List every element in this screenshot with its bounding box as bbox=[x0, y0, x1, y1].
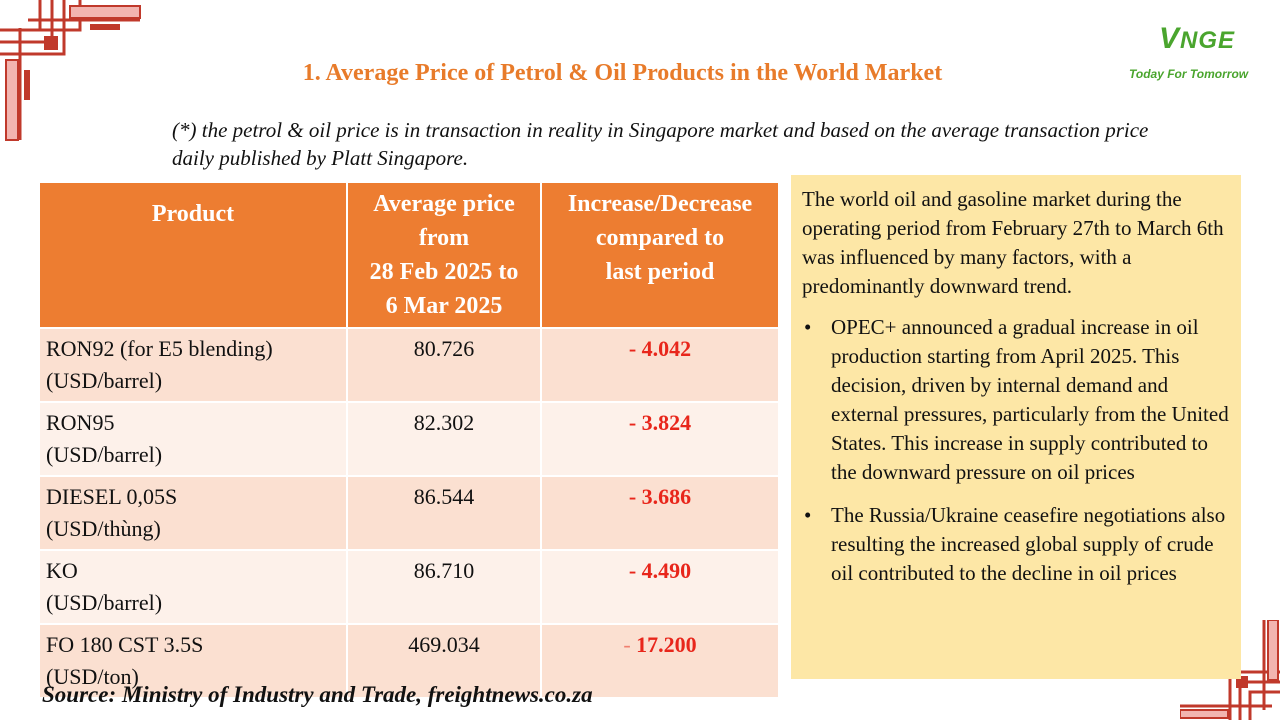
list-item: • OPEC+ announced a gradual increase in … bbox=[804, 315, 1229, 484]
market-commentary-panel: The world oil and gasoline market during… bbox=[791, 175, 1241, 679]
corner-ornament-top-left bbox=[0, 0, 141, 141]
product-cell: RON95 (USD/barrel) bbox=[40, 401, 348, 476]
table-row: FO 180 CST 3.5S (USD/ton) 469.034 - 17.20… bbox=[40, 623, 778, 697]
logo-tagline: Today For Tomorrow bbox=[1129, 67, 1249, 81]
average-price-cell: 80.726 bbox=[347, 327, 542, 402]
change-cell: - 3.824 bbox=[541, 401, 778, 476]
product-cell: FO 180 CST 3.5S (USD/ton) bbox=[40, 623, 348, 697]
average-price-cell: 469.034 bbox=[347, 623, 542, 697]
change-cell: - 4.042 bbox=[541, 327, 778, 402]
average-price-cell: 82.302 bbox=[347, 401, 542, 476]
header-change: Increase/Decrease compared to last perio… bbox=[541, 183, 778, 328]
panel-intro: The world oil and gasoline market during… bbox=[802, 187, 1224, 298]
table-header-row: Product Average price from 28 Feb 2025 t… bbox=[40, 183, 778, 328]
average-price-cell: 86.544 bbox=[347, 475, 542, 550]
product-cell: KO (USD/barrel) bbox=[40, 549, 348, 624]
table-row: RON95 (USD/barrel) 82.302 - 3.824 bbox=[40, 401, 778, 476]
logo-mark: VNGE bbox=[1159, 22, 1236, 55]
bullet-icon: • bbox=[804, 315, 812, 339]
product-cell: RON92 (for E5 blending) (USD/barrel) bbox=[40, 327, 348, 402]
header-average-price: Average price from 28 Feb 2025 to 6 Mar … bbox=[347, 183, 542, 328]
price-note: (*) the petrol & oil price is in transac… bbox=[172, 118, 1149, 170]
bullet-icon: • bbox=[804, 503, 812, 527]
change-cell: - 17.200 bbox=[541, 623, 778, 697]
price-table: Product Average price from 28 Feb 2025 t… bbox=[40, 183, 778, 697]
table-row: KO (USD/barrel) 86.710 - 4.490 bbox=[40, 549, 778, 624]
average-price-cell: 86.710 bbox=[347, 549, 542, 624]
source-note: Source: Ministry of Industry and Trade, … bbox=[42, 682, 593, 707]
vnge-logo: VNGE Today For Tomorrow bbox=[1125, 22, 1265, 86]
table-row: RON92 (for E5 blending) (USD/barrel) 80.7… bbox=[40, 327, 778, 402]
change-cell: - 3.686 bbox=[541, 475, 778, 550]
table-row: DIESEL 0,05S (USD/thùng) 86.544 - 3.686 bbox=[40, 475, 778, 550]
header-product: Product bbox=[40, 183, 348, 328]
panel-bullet-list: • OPEC+ announced a gradual increase in … bbox=[802, 313, 1231, 588]
change-cell: - 4.490 bbox=[541, 549, 778, 624]
corner-ornament-bottom-right bbox=[1180, 620, 1280, 720]
slide-title: 1. Average Price of Petrol & Oil Product… bbox=[302, 60, 943, 86]
list-item: • The Russia/Ukraine ceasefire negotiati… bbox=[804, 503, 1226, 585]
product-cell: DIESEL 0,05S (USD/thùng) bbox=[40, 475, 348, 550]
